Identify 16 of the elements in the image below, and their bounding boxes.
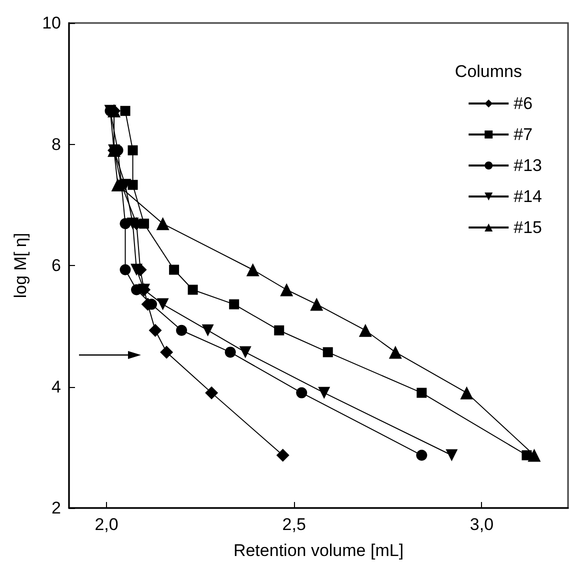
legend-label: #6 — [514, 94, 533, 113]
y-tick-label: 8 — [52, 134, 61, 154]
y-tick-label: 4 — [52, 377, 61, 396]
legend-title: Columns — [454, 62, 522, 81]
y-tick-label: 6 — [52, 256, 61, 275]
x-tick-label: 2,5 — [282, 515, 306, 534]
legend-label: #15 — [514, 218, 542, 237]
x-axis-title: Retention volume [mL] — [233, 541, 404, 560]
x-tick-label: 3,0 — [470, 515, 494, 534]
y-tick-label: 10 — [42, 14, 61, 32]
y-tick-label: 2 — [52, 498, 61, 518]
legend-label: #7 — [514, 125, 533, 144]
y-axis-title: log M[ η] — [11, 232, 30, 298]
legend-label: #13 — [514, 156, 542, 175]
x-tick-label: 2,0 — [94, 515, 118, 534]
legend-label: #14 — [514, 187, 542, 206]
